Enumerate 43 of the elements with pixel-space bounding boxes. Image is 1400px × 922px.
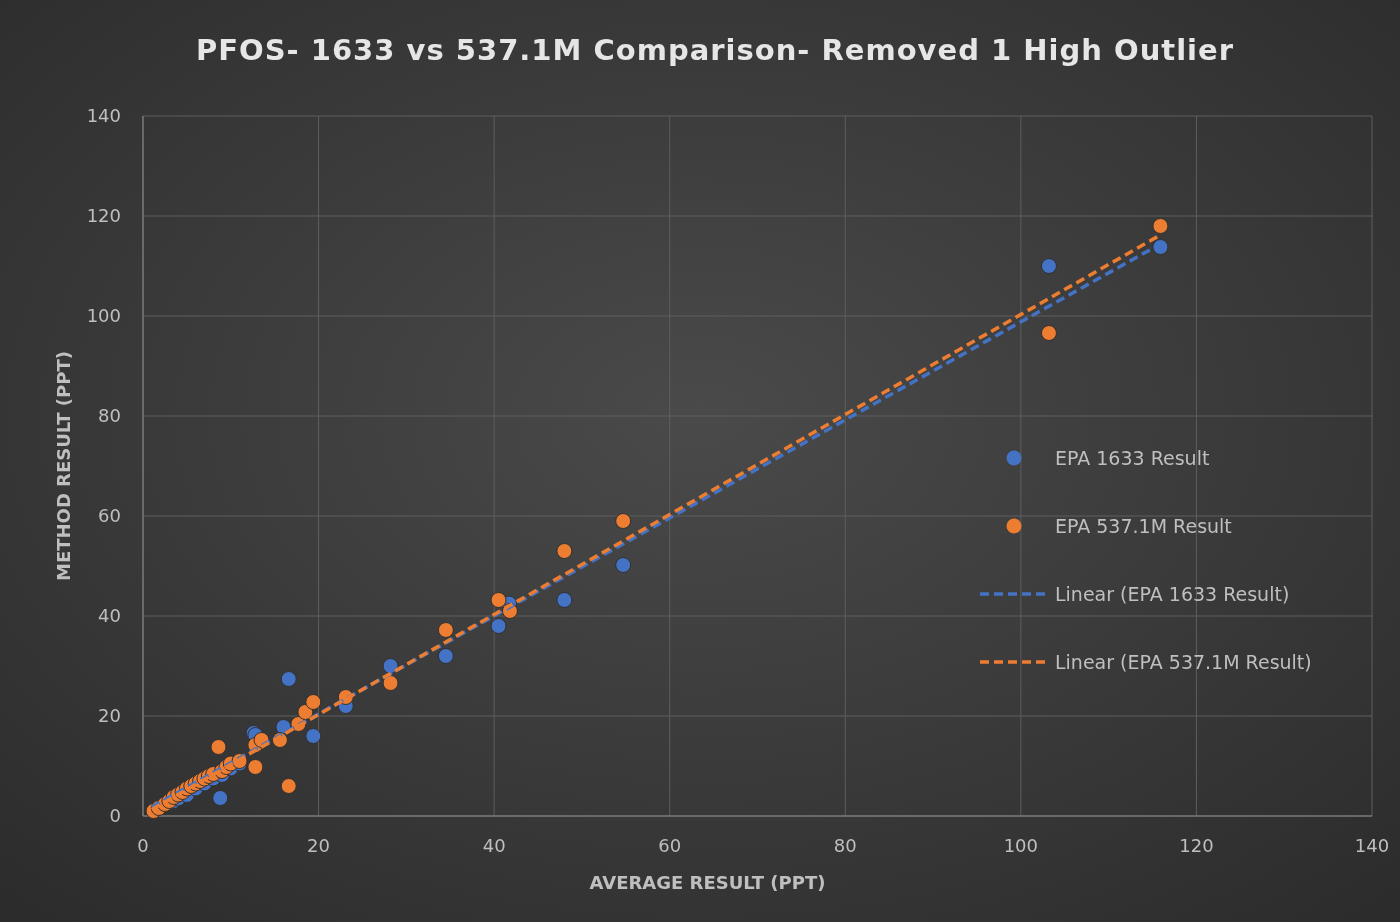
- point: [280, 778, 297, 794]
- point: [382, 658, 399, 674]
- point: [556, 543, 573, 559]
- legend-label: Linear (EPA 1633 Result): [1055, 583, 1290, 605]
- y-tick-label: 80: [98, 405, 121, 426]
- point: [490, 592, 507, 608]
- y-tick-label: 60: [98, 505, 121, 526]
- legend-label: EPA 1633 Result: [1055, 447, 1210, 469]
- point: [1040, 258, 1057, 274]
- x-tick-label: 0: [137, 835, 149, 856]
- point: [305, 694, 322, 710]
- point: [437, 622, 454, 638]
- point: [280, 671, 297, 687]
- x-axis-title: AVERAGE RESULT (PPT): [589, 872, 826, 893]
- point: [382, 675, 399, 691]
- point: [210, 739, 227, 755]
- point: [1040, 325, 1057, 341]
- point: [615, 513, 632, 529]
- y-tick-label: 120: [86, 205, 121, 226]
- point: [305, 728, 322, 744]
- x-tick-label: 40: [482, 835, 506, 856]
- point: [212, 790, 229, 806]
- point: [615, 557, 632, 573]
- y-axis-title: METHOD RESULT (PPT): [53, 351, 74, 581]
- x-tick-label: 20: [307, 835, 331, 856]
- legend-label: Linear (EPA 537.1M Result): [1055, 651, 1312, 673]
- y-tick-label: 0: [109, 805, 121, 826]
- x-tick-label: 140: [1354, 835, 1390, 856]
- chart-title: PFOS- 1633 vs 537.1M Comparison- Removed 1 High Outlier: [195, 33, 1235, 67]
- y-tick-label: 20: [98, 705, 121, 726]
- legend-label: EPA 537.1M Result: [1055, 515, 1232, 537]
- y-tick-label: 140: [86, 105, 121, 126]
- point: [556, 592, 573, 608]
- x-tick-label: 80: [833, 835, 857, 856]
- point: [247, 759, 264, 775]
- point: [437, 648, 454, 664]
- point: [490, 618, 507, 634]
- y-tick-label: 100: [86, 305, 121, 326]
- x-tick-label: 60: [658, 835, 682, 856]
- point: [1152, 218, 1169, 234]
- x-tick-label: 100: [1003, 835, 1039, 856]
- y-tick-label: 40: [98, 605, 121, 626]
- x-tick-label: 120: [1179, 835, 1214, 856]
